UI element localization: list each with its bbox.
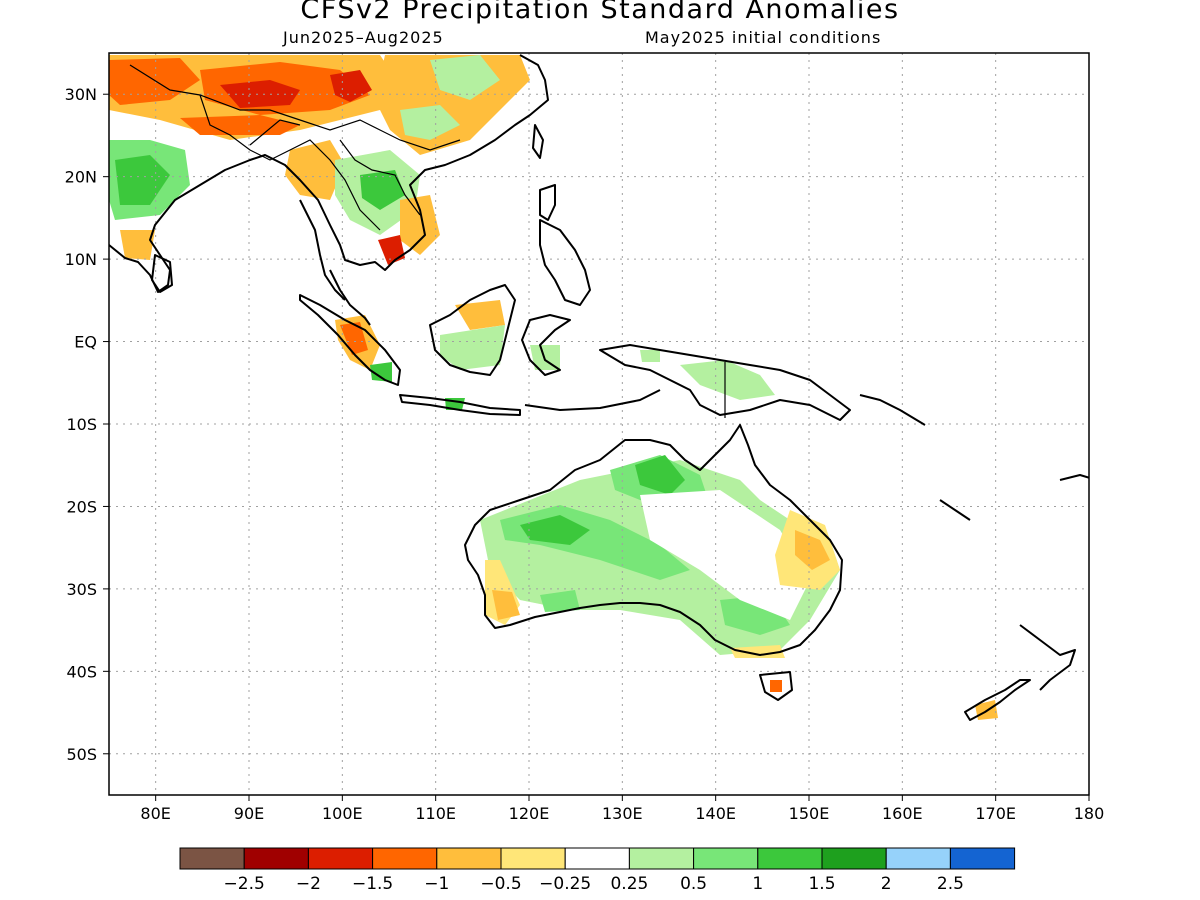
colorbar-swatch — [243, 847, 309, 870]
x-tick-label: 140E — [695, 804, 736, 823]
x-tick-label: 160E — [882, 804, 923, 823]
forecast-period: Jun2025–Aug2025 — [283, 28, 444, 47]
colorbar-label: −1 — [424, 874, 449, 894]
y-tick-label: 10S — [66, 415, 97, 434]
colorbar-label: 0.25 — [610, 874, 648, 894]
colorbar-label: −0.25 — [539, 874, 591, 894]
x-tick-label: 90E — [234, 804, 264, 823]
colorbar-swatch — [949, 847, 1016, 870]
coastlines — [109, 54, 1089, 721]
colorbar-swatch — [693, 847, 759, 870]
x-tick-label: 80E — [140, 804, 170, 823]
colorbar-swatch — [885, 847, 951, 870]
colorbar-label: 2 — [881, 874, 892, 894]
colorbar-swatch — [436, 847, 502, 870]
y-tick-label: 20N — [65, 168, 97, 187]
anomaly-fills — [109, 55, 998, 720]
x-tick-label: 100E — [322, 804, 363, 823]
y-tick-label: 20S — [66, 497, 97, 516]
colorbar-swatch — [372, 847, 438, 870]
colorbar-swatch — [307, 847, 374, 870]
x-tick-label: 150E — [789, 804, 830, 823]
colorbar-label: 1.5 — [808, 874, 835, 894]
colorbar-swatch — [500, 847, 566, 870]
colorbar-swatch — [564, 847, 630, 870]
colorbar-label: −2 — [296, 874, 321, 894]
y-axis: 30N 20N 10N EQ 10S 20S 30S 40S 50S — [65, 85, 109, 764]
colorbar-label: −1.5 — [352, 874, 393, 894]
colorbar-label: −2.5 — [224, 874, 265, 894]
colorbar-swatch — [757, 847, 823, 870]
y-tick-label: 30S — [66, 580, 97, 599]
y-tick-label: 10N — [65, 250, 97, 269]
y-tick-label: 50S — [66, 745, 97, 764]
x-tick-label: 110E — [415, 804, 456, 823]
initial-conditions: May2025 initial conditions — [645, 28, 882, 47]
x-tick-label: 170E — [975, 804, 1016, 823]
colorbar-swatch — [628, 847, 695, 870]
colorbar-swatch — [179, 847, 245, 870]
x-tick-label: 180 — [1074, 804, 1105, 823]
y-tick-label: EQ — [74, 333, 97, 352]
colorbar-swatch — [821, 847, 887, 870]
colorbar-label: 0.5 — [680, 874, 707, 894]
colorbar: −2.5 −2 −1.5 −1 −0.5 −0.25 0.25 0.5 1 1.5 2 2.5 — [179, 847, 1016, 894]
colorbar-label: 1 — [752, 874, 763, 894]
lat-lon-grid — [109, 53, 1089, 795]
colorbar-label: −0.5 — [480, 874, 521, 894]
x-tick-label: 130E — [602, 804, 643, 823]
map-title: CFSv2 Precipitation Standard Anomalies — [300, 0, 900, 25]
x-axis: 80E 90E 100E 110E 120E 130E 140E 150E 160E 170E 18… — [140, 795, 1104, 823]
colorbar-label: 2.5 — [937, 874, 964, 894]
y-tick-label: 30N — [65, 85, 97, 104]
x-tick-label: 120E — [509, 804, 550, 823]
y-tick-label: 40S — [66, 662, 97, 681]
